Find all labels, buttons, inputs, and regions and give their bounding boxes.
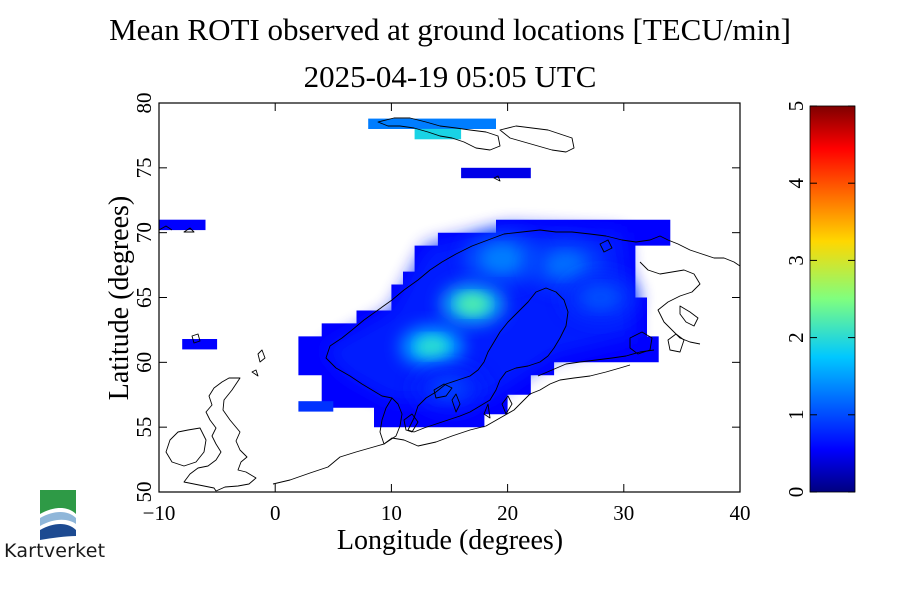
colorbar-axis: 0 1 2 3 4 5 <box>784 101 855 498</box>
coast-great-britain <box>183 377 257 492</box>
y-axis-label: Latitude (degrees) <box>104 196 135 400</box>
coast-faroe <box>191 333 201 344</box>
roti-hotspot <box>483 245 521 272</box>
lake-vattern <box>451 393 461 413</box>
coast-baltics <box>537 349 655 377</box>
lake-onega <box>667 333 685 353</box>
coast-shetland <box>251 349 266 377</box>
coast-scandinavia <box>325 229 740 399</box>
roti-hotspot <box>457 293 489 315</box>
coast-svalbard <box>377 117 575 153</box>
kartverket-logo-icon <box>40 490 76 540</box>
x-tick-label: 0 <box>270 501 281 525</box>
y-tick-label: 70 <box>132 222 156 243</box>
y-tick-label: 75 <box>132 157 156 178</box>
y-tick-label: 80 <box>132 93 156 114</box>
x-tick-label: 10 <box>381 501 402 525</box>
roti-cell <box>298 401 334 412</box>
kartverket-logo-text: Kartverket <box>4 540 106 562</box>
colorbar-tick-label: 0 <box>784 487 808 498</box>
x-axis-label: Longitude (degrees) <box>337 525 563 556</box>
lake-vanern <box>433 383 453 399</box>
y-tick-label: 55 <box>132 417 156 438</box>
roti-cell <box>414 128 462 140</box>
colorbar-tick-label: 2 <box>784 332 808 343</box>
y-tick-label: 60 <box>132 352 156 373</box>
roti-cell <box>461 167 531 179</box>
roti-cell <box>182 339 218 350</box>
coast-denmark <box>379 397 419 445</box>
colorbar <box>809 105 856 493</box>
y-axis: 50 55 60 65 70 75 80 <box>132 93 740 503</box>
coastline-layer <box>159 117 740 492</box>
roti-hotspot <box>581 284 620 311</box>
colorbar-tick-label: 3 <box>784 255 808 266</box>
x-tick-label: −10 <box>143 501 176 525</box>
roti-heat-layer <box>159 118 671 428</box>
lake-inari <box>599 239 613 253</box>
x-tick-label: 40 <box>730 501 751 525</box>
x-axis: −10 0 10 20 30 40 <box>143 103 751 525</box>
coast-oland <box>483 403 491 419</box>
colorbar-tick-label: 5 <box>784 101 808 112</box>
coast-iceland <box>159 225 173 231</box>
coast-gotland <box>501 395 513 415</box>
coast-ireland <box>165 427 207 467</box>
roti-hotspot <box>547 252 585 279</box>
y-tick-label: 65 <box>132 287 156 308</box>
colorbar-tick-label: 4 <box>784 177 808 188</box>
y-tick-label: 50 <box>132 482 156 503</box>
coast-white-sea <box>679 305 699 327</box>
roti-hotspot <box>430 375 469 402</box>
x-tick-label: 20 <box>497 501 518 525</box>
x-tick-label: 30 <box>613 501 634 525</box>
colorbar-tick-label: 1 <box>784 410 808 421</box>
lake-ladoga <box>629 331 653 355</box>
coast-sweden-east <box>407 287 569 433</box>
coast-jan-mayen <box>183 227 195 233</box>
coast-kola <box>639 261 701 345</box>
coast-continent <box>272 364 631 485</box>
roti-cell <box>159 219 206 231</box>
chart-title: Mean ROTI observed at ground locations [… <box>109 12 791 47</box>
roti-hotspot <box>416 336 448 358</box>
chart-subtitle: 2025-04-19 05:05 UTC <box>304 59 597 94</box>
coast-bear-island <box>493 175 501 182</box>
